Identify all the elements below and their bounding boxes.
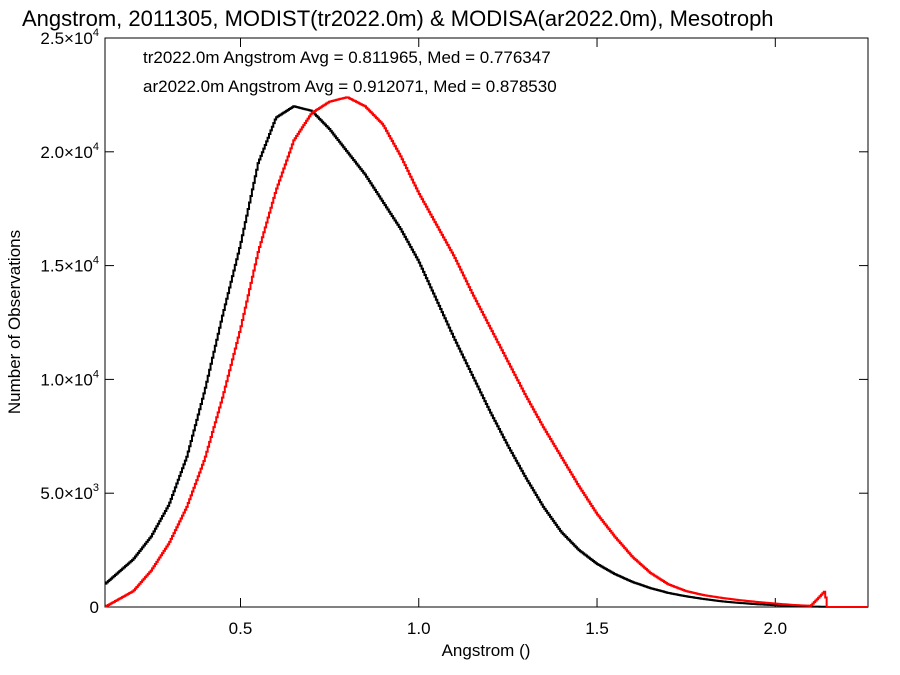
y-tick-label: 1.0×104 [40,368,99,389]
plot-frame [104,37,869,608]
annotation-red-series-stats: ar2022.0m Angstrom Avg = 0.912071, Med =… [143,77,557,96]
y-tick-label: 5.0×103 [40,482,99,503]
y-tick-label: 2.0×104 [40,141,99,162]
x-tick-label: 2.0 [763,619,787,638]
annotation-black-series-stats: tr2022.0m Angstrom Avg = 0.811965, Med =… [143,48,551,67]
x-tick-label: 1.0 [407,619,431,638]
x-axis: 0.5 1.0 1.5 2.0 [229,38,787,638]
x-axis-label: Angstrom () [442,641,531,660]
series-layer [105,96,868,608]
y-tick-label: 2.5×104 [40,27,99,48]
y-axis-label: Number of Observations [5,230,24,414]
y-tick-label: 0 [90,598,99,617]
chart-title: Angstrom, 2011305, MODIST(tr2022.0m) & M… [22,6,774,31]
x-tick-label: 1.5 [585,619,609,638]
y-tick-label: 1.5×104 [40,255,99,276]
series-line-1 [105,96,868,608]
y-axis: 0 5.0×103 1.0×104 1.5×104 2.0×104 2.5×104 [40,27,868,617]
x-tick-label: 0.5 [229,619,253,638]
series-line-0 [105,105,827,608]
